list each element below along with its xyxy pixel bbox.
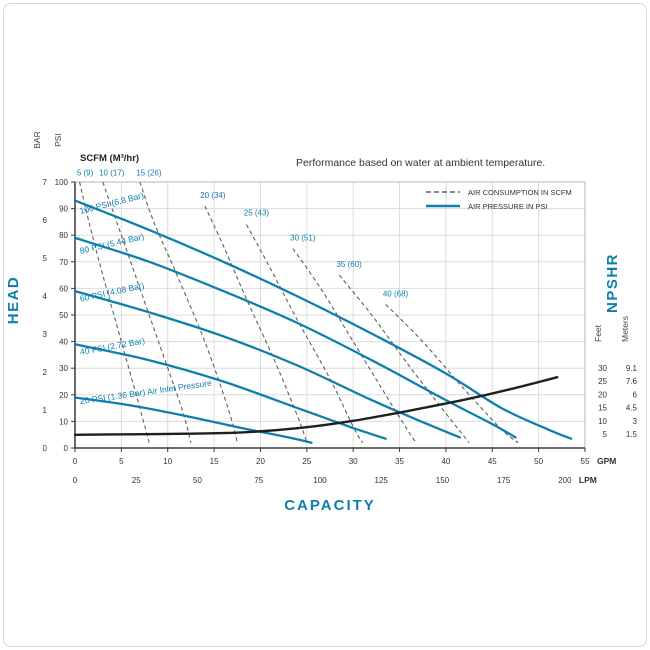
bar-unit-label: BAR	[32, 131, 42, 148]
curve-label-scfm-20: 20 (34)	[200, 191, 226, 200]
lpm-tick-label: 125	[375, 476, 389, 485]
bar-tick-label: 1	[43, 406, 48, 415]
lpm-tick-label: 150	[436, 476, 450, 485]
gpm-tick-label: 5	[119, 457, 124, 466]
curve-scfm-30	[292, 248, 417, 444]
capacity-axis-title: CAPACITY	[284, 497, 376, 514]
psi-unit-label: PSI	[53, 133, 63, 147]
curve-scfm-25	[246, 224, 363, 443]
feet-unit-label: Feet	[593, 324, 603, 342]
bar-tick-label: 6	[43, 216, 48, 225]
lpm-tick-label: 25	[132, 476, 141, 485]
gpm-tick-label: 30	[349, 457, 358, 466]
feet-tick-label: 5	[603, 430, 608, 439]
lpm-unit-label: LPM	[579, 475, 597, 485]
curve-label-psi-20: 20 PSI (1.36 Bar) Air Inlet Pressure	[79, 378, 212, 406]
feet-tick-label: 15	[598, 404, 607, 413]
gpm-tick-label: 55	[581, 457, 590, 466]
feet-tick-label: 30	[598, 364, 607, 373]
lpm-tick-label: 75	[254, 476, 263, 485]
psi-tick-label: 90	[59, 205, 68, 214]
curve-label-psi-100: 100 PSI (6.8 Bar)	[79, 190, 145, 216]
feet-tick-label: 25	[598, 377, 607, 386]
curve-scfm-5	[79, 181, 150, 443]
meters-tick-label: 9.1	[626, 364, 638, 373]
npshr-axis-title: NPSHR	[604, 253, 621, 313]
gpm-tick-label: 25	[302, 457, 311, 466]
curve-psi-100	[73, 199, 573, 440]
lpm-tick-label: 175	[497, 476, 511, 485]
meters-tick-label: 4.5	[626, 404, 638, 413]
psi-tick-label: 30	[59, 364, 68, 373]
curve-psi-60	[73, 289, 461, 439]
bar-tick-label: 4	[43, 292, 48, 301]
curve-label-scfm-35: 35 (60)	[336, 260, 362, 269]
meters-tick-label: 7.6	[626, 377, 638, 386]
meters-unit-label: Meters	[620, 316, 630, 342]
curve-psi-20	[73, 396, 313, 444]
curve-label-scfm-10: 10 (17)	[99, 168, 125, 177]
chart-title: Performance based on water at ambient te…	[296, 157, 545, 169]
psi-tick-label: 70	[59, 258, 68, 267]
npshr-curve	[73, 376, 559, 436]
psi-tick-label: 40	[59, 338, 68, 347]
psi-tick-label: 20	[59, 391, 68, 400]
head-axis-title: HEAD	[5, 276, 22, 325]
curve-scfm-40	[385, 304, 519, 444]
gpm-tick-label: 0	[73, 457, 78, 466]
gpm-tick-label: 10	[163, 457, 172, 466]
gpm-tick-label: 40	[441, 457, 450, 466]
psi-tick-label: 60	[59, 284, 68, 293]
feet-tick-label: 10	[598, 417, 607, 426]
meters-tick-label: 6	[633, 390, 638, 399]
meters-tick-label: 3	[633, 417, 638, 426]
psi-tick-label: 100	[55, 178, 69, 187]
curve-label-scfm-5: 5 (9)	[77, 168, 94, 177]
curve-label-scfm-40: 40 (68)	[383, 289, 409, 298]
lpm-tick-label: 50	[193, 476, 202, 485]
psi-tick-label: 80	[59, 231, 68, 240]
curve-scfm-35	[338, 274, 470, 444]
lpm-tick-label: 200	[558, 476, 572, 485]
curve-scfm-20	[204, 205, 308, 443]
bar-tick-label: 7	[43, 178, 48, 187]
curve-label-scfm-25: 25 (43)	[244, 208, 270, 217]
psi-tick-label: 0	[64, 444, 69, 453]
bar-tick-label: 5	[43, 254, 48, 263]
curve-scfm-15	[139, 181, 238, 443]
gpm-tick-label: 35	[395, 457, 404, 466]
gpm-tick-label: 45	[488, 457, 497, 466]
curve-psi-80	[73, 236, 517, 439]
legend-air-pressure-label: AIR PRESSURE IN PSI	[468, 202, 548, 211]
meters-tick-label: 1.5	[626, 430, 638, 439]
feet-tick-label: 20	[598, 390, 607, 399]
scfm-header: SCFM (M³/hr)	[80, 153, 139, 164]
lpm-tick-label: 100	[313, 476, 327, 485]
lpm-tick-label: 0	[73, 476, 78, 485]
psi-tick-label: 10	[59, 417, 68, 426]
curve-label-scfm-30: 30 (51)	[290, 234, 316, 243]
curve-psi-40	[73, 343, 387, 440]
screenshot-border	[3, 3, 647, 647]
gpm-tick-label: 20	[256, 457, 265, 466]
curve-label-psi-60: 60 PSI (4.08 Bar)	[79, 280, 145, 303]
gpm-tick-label: 50	[534, 457, 543, 466]
bar-tick-label: 0	[43, 444, 48, 453]
gpm-unit-label: GPM	[597, 456, 616, 466]
bar-tick-label: 3	[43, 330, 48, 339]
gpm-tick-label: 15	[210, 457, 219, 466]
curve-label-psi-40: 40 PSI (2.72 Bar)	[79, 336, 146, 357]
legend-air-consumption-label: AIR CONSUMPTION IN SCFM	[468, 188, 572, 197]
psi-tick-label: 50	[59, 311, 68, 320]
curve-label-scfm-15: 15 (26)	[136, 168, 162, 177]
bar-tick-label: 2	[43, 368, 48, 377]
